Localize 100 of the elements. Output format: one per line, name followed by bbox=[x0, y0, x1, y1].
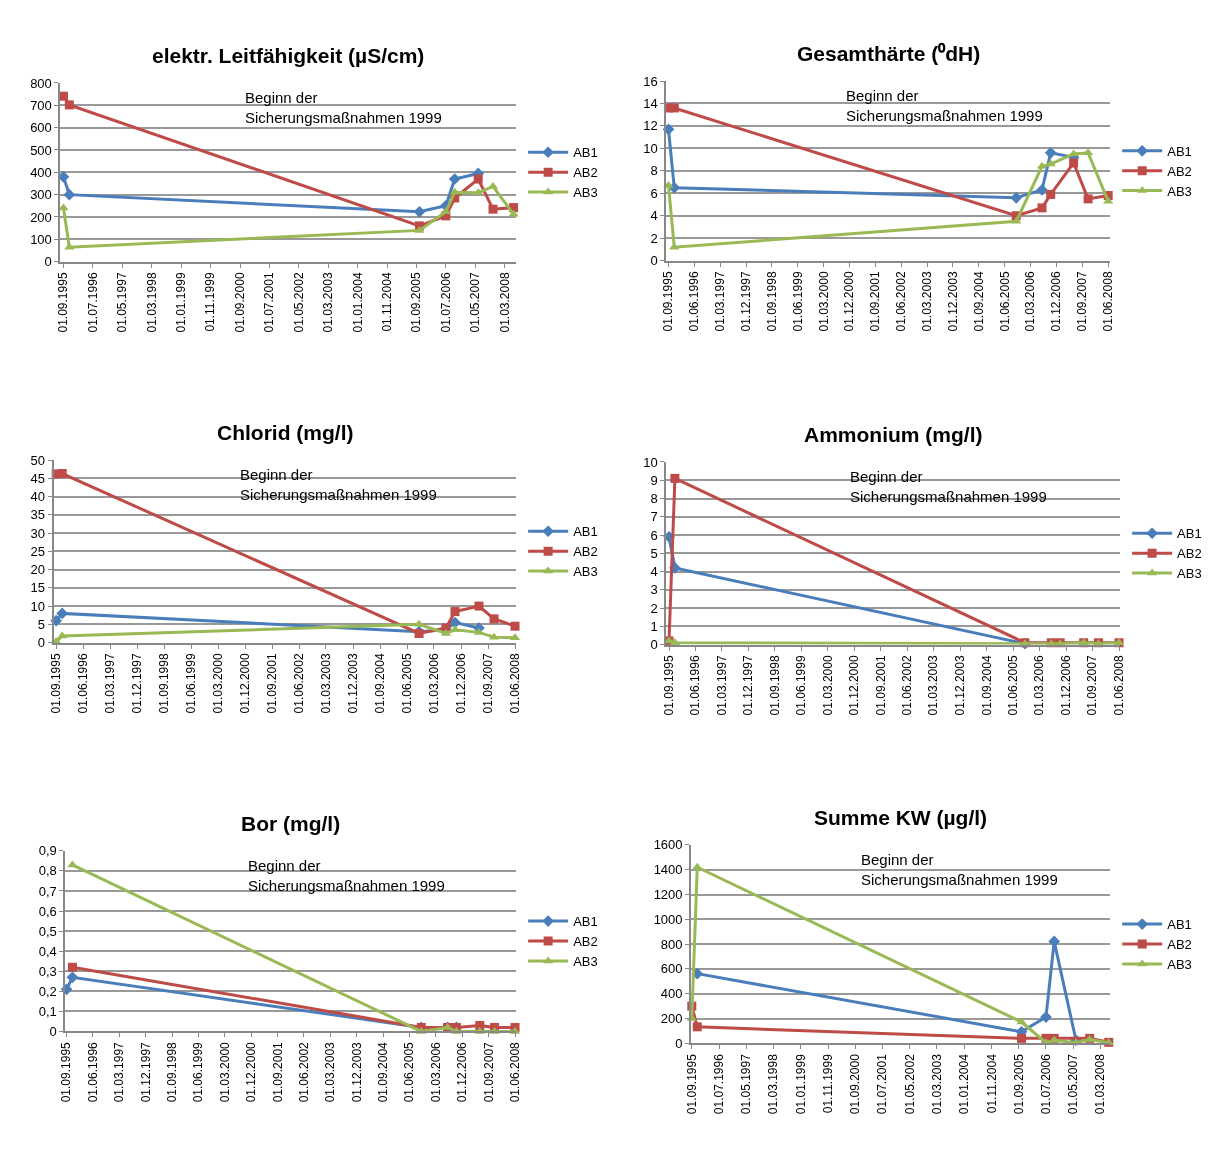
annotation: Beginn der Sicherungsmaßnahmen 1999 bbox=[245, 89, 442, 126]
x-tick-label: 01.06.2008 bbox=[507, 1041, 522, 1103]
x-tick-label: 01.06.2002 bbox=[894, 271, 909, 332]
x-tick-label: 01.12.2006 bbox=[453, 653, 468, 714]
legend-label: AB3 bbox=[1167, 956, 1192, 972]
x-tick-label: 01.09.1998 bbox=[764, 271, 779, 332]
x-tick-label: 01.06.1996 bbox=[76, 653, 91, 714]
x-tick-label: 01.06.2005 bbox=[399, 653, 414, 714]
legend-label: AB1 bbox=[1167, 917, 1192, 933]
x-tick-label: 01.06.2002 bbox=[296, 1041, 311, 1103]
y-tick-label: 6 bbox=[650, 185, 658, 201]
y-tick-label: 400 bbox=[30, 164, 52, 180]
y-tick-label: 0 bbox=[49, 1024, 57, 1040]
x-tick-label: 01.05.2007 bbox=[1066, 1053, 1081, 1115]
y-tick-label: 8 bbox=[650, 491, 658, 507]
x-tick-label: 01.07.2001 bbox=[875, 1053, 890, 1115]
x-tick-label: 01.09.1995 bbox=[661, 655, 676, 716]
x-tick-label: 01.07.1996 bbox=[85, 272, 100, 333]
x-tick-label: 01.03.2003 bbox=[919, 271, 934, 332]
x-tick-label: 01.09.1995 bbox=[684, 1053, 699, 1115]
x-tick-label: 01.03.2003 bbox=[926, 655, 941, 716]
y-tick-label: 0 bbox=[650, 637, 658, 653]
y-tick-label: 600 bbox=[660, 961, 683, 977]
x-tick-label: 01.09.2005 bbox=[1011, 1053, 1026, 1115]
chart-title: Bor (mg/l) bbox=[241, 812, 341, 835]
x-tick-label: 01.01.1999 bbox=[793, 1053, 808, 1115]
legend-label: AB2 bbox=[1167, 163, 1192, 179]
y-tick-label: 0,5 bbox=[38, 923, 57, 939]
x-tick-label: 01.12.1997 bbox=[130, 653, 145, 714]
y-tick-label: 2 bbox=[650, 600, 658, 616]
x-tick-label: 01.03.2003 bbox=[323, 1041, 338, 1103]
x-tick-label: 01.06.1999 bbox=[790, 271, 805, 332]
y-tick-label: 40 bbox=[30, 489, 45, 505]
x-tick-label: 01.07.2001 bbox=[262, 272, 277, 333]
y-tick-label: 1 bbox=[650, 618, 658, 634]
x-tick-label: 01.09.2005 bbox=[409, 272, 424, 333]
x-tick-label: 01.11.2004 bbox=[380, 272, 395, 332]
x-tick-label: 01.11.1999 bbox=[820, 1053, 835, 1114]
x-tick-label: 01.06.2002 bbox=[900, 655, 915, 716]
x-tick-label: 01.03.1997 bbox=[102, 653, 117, 714]
x-tick-label: 01.03.2006 bbox=[1023, 271, 1038, 332]
x-tick-label: 01.03.2000 bbox=[820, 655, 835, 716]
x-tick-label: 01.09.1998 bbox=[767, 655, 782, 716]
y-tick-label: 500 bbox=[30, 142, 52, 158]
legend-label: AB1 bbox=[573, 524, 598, 540]
x-tick-label: 01.03.2000 bbox=[217, 1041, 232, 1103]
legend-label: AB2 bbox=[573, 934, 598, 950]
x-tick-label: 01.03.1997 bbox=[714, 655, 729, 716]
x-tick-label: 01.06.2002 bbox=[291, 653, 306, 714]
x-tick-label: 01.06.1999 bbox=[794, 655, 809, 716]
x-tick-label: 01.12.2000 bbox=[238, 653, 253, 714]
annotation: Beginn der Sicherungsmaßnahmen 1999 bbox=[248, 857, 445, 894]
x-tick-label: 01.05.1997 bbox=[115, 272, 130, 333]
y-tick-label: 1400 bbox=[653, 862, 683, 878]
x-tick-label: 01.03.2003 bbox=[318, 653, 333, 714]
y-tick-label: 0,6 bbox=[38, 903, 57, 919]
x-tick-label: 01.09.1998 bbox=[157, 653, 172, 714]
x-tick-label: 01.12.2000 bbox=[842, 271, 857, 332]
x-tick-label: 01.09.2007 bbox=[480, 653, 495, 714]
annotation: Beginn der Sicherungsmaßnahmen 1999 bbox=[861, 851, 1058, 888]
y-tick-label: 12 bbox=[643, 118, 658, 134]
y-tick-label: 6 bbox=[650, 527, 658, 543]
x-tick-label: 01.03.2003 bbox=[321, 272, 336, 333]
x-tick-label: 01.09.2001 bbox=[265, 653, 280, 714]
y-tick-label: 200 bbox=[660, 1011, 683, 1027]
x-tick-label: 01.09.1995 bbox=[661, 271, 676, 332]
x-tick-label: 01.06.2005 bbox=[402, 1041, 417, 1103]
x-tick-label: 01.09.2004 bbox=[373, 653, 388, 714]
chart-title: elektr. Leitfähigkeit (µS/cm) bbox=[152, 44, 425, 67]
x-tick-label: 01.12.2006 bbox=[1058, 655, 1073, 716]
y-tick-label: 300 bbox=[30, 187, 52, 203]
y-tick-label: 1000 bbox=[653, 911, 683, 927]
y-tick-label: 50 bbox=[30, 452, 45, 468]
y-tick-label: 10 bbox=[30, 598, 45, 614]
x-tick-label: 01.03.2000 bbox=[210, 653, 225, 714]
y-tick-label: 5 bbox=[37, 616, 45, 632]
x-tick-label: 01.09.2007 bbox=[481, 1041, 496, 1103]
legend-label: AB2 bbox=[573, 165, 598, 181]
x-tick-label: 01.09.2000 bbox=[848, 1053, 863, 1115]
x-tick-label: 01.11.1999 bbox=[203, 272, 218, 332]
legend-label: AB1 bbox=[573, 914, 598, 930]
y-tick-label: 100 bbox=[30, 231, 52, 247]
chart-title: Summe KW (µg/l) bbox=[814, 806, 988, 829]
x-tick-label: 01.03.2008 bbox=[497, 272, 512, 333]
x-tick-label: 01.06.2008 bbox=[1111, 655, 1126, 716]
chart-title: Chlorid (mg/l) bbox=[217, 421, 354, 444]
x-tick-label: 01.09.1995 bbox=[59, 1041, 74, 1103]
y-tick-label: 1600 bbox=[653, 837, 683, 853]
x-tick-label: 01.12.2000 bbox=[847, 655, 862, 716]
legend-label: AB3 bbox=[573, 185, 598, 201]
legend-label: AB3 bbox=[1167, 183, 1192, 199]
x-tick-label: 01.09.2007 bbox=[1085, 655, 1100, 716]
x-tick-label: 01.06.2005 bbox=[1006, 655, 1021, 716]
y-tick-label: 0,8 bbox=[38, 863, 57, 879]
x-tick-label: 01.03.2006 bbox=[428, 1041, 443, 1103]
y-tick-label: 30 bbox=[30, 525, 45, 541]
x-tick-label: 01.06.1996 bbox=[85, 1041, 100, 1103]
y-tick-label: 1200 bbox=[653, 887, 683, 903]
x-tick-label: 01.12.2003 bbox=[953, 655, 968, 716]
y-tick-label: 0 bbox=[675, 1035, 683, 1051]
